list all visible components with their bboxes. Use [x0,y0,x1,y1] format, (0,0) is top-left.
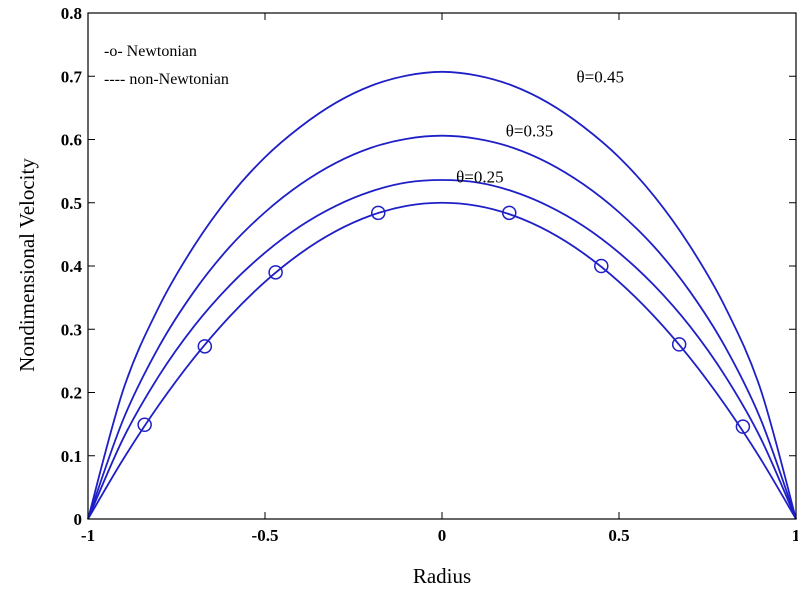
y-tick-label-4: 0.4 [61,257,83,276]
curve-label-1: θ=0.35 [506,121,553,140]
y-tick-label-1: 0.1 [61,447,82,466]
series-line-3 [87,70,797,520]
y-tick-label-6: 0.6 [61,131,82,150]
x-tick-label-1: -0.5 [252,526,279,545]
ticks-layer: -1 -0.5 0 0.5 1 0 0.1 0.2 0.3 0.4 0.5 0.6 0.7 0.8 [61,4,798,545]
y-tick-label-2: 0.2 [61,384,82,403]
y-tick-label-5: 0.5 [61,194,82,213]
newtonian-marker-1 [197,339,213,354]
newtonian-marker-2 [268,265,283,280]
x-tick-label-4: 1 [792,526,798,545]
plot-frame [87,12,797,520]
newtonian-marker-5 [594,258,609,274]
newtonian-marker-7 [735,419,751,434]
y-tick-label-8: 0.8 [61,4,82,23]
x-tick-label-3: 0.5 [608,526,629,545]
markers-layer [137,205,751,434]
legend-entry-newtonian: -o- Newtonian [104,43,197,60]
newtonian-marker-3 [371,205,386,221]
x-tick-label-0: -1 [81,526,95,545]
newtonian-marker-4 [502,205,517,221]
x-tick-label-2: 0 [438,526,447,545]
series-line-2 [87,134,797,520]
y-tick-label-3: 0.3 [61,320,82,339]
legend-entry-non-newtonian: ---- non-Newtonian [104,71,229,88]
curve-label-0: θ=0.45 [577,68,624,87]
series-line-1 [87,179,797,520]
y-tick-label-0: 0 [74,510,83,529]
y-tick-label-7: 0.7 [61,67,83,86]
curves-layer [87,70,797,520]
x-axis-title: Radius [413,564,471,588]
legend: -o- Newtonian ---- non-Newtonian [104,43,229,88]
curve-label-2: θ=0.25 [456,168,503,187]
newtonian-marker-6 [671,337,687,352]
newtonian-marker-0 [137,417,152,433]
annotations-layer: θ=0.45 θ=0.35 θ=0.25 [456,68,624,187]
series-line-0 [87,201,797,520]
y-axis-title: Nondimensional Velocity [15,158,39,372]
